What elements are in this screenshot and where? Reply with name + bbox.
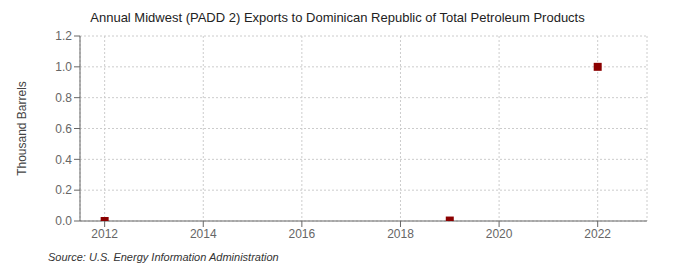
svg-text:0.8: 0.8 xyxy=(55,91,72,105)
svg-text:0.4: 0.4 xyxy=(55,153,72,167)
svg-text:1.2: 1.2 xyxy=(55,29,72,43)
svg-text:1.0: 1.0 xyxy=(55,60,72,74)
svg-text:0.0: 0.0 xyxy=(55,214,72,228)
svg-text:2020: 2020 xyxy=(486,227,513,241)
svg-text:0.6: 0.6 xyxy=(55,122,72,136)
svg-text:2014: 2014 xyxy=(190,227,217,241)
svg-text:Thousand Barrels: Thousand Barrels xyxy=(15,81,29,176)
svg-text:2016: 2016 xyxy=(289,227,316,241)
svg-text:2012: 2012 xyxy=(91,227,118,241)
svg-text:2018: 2018 xyxy=(387,227,414,241)
svg-text:0.2: 0.2 xyxy=(55,183,72,197)
svg-text:2022: 2022 xyxy=(584,227,611,241)
html-text:Annual Midwest (PADD 2) Export: Annual Midwest (PADD 2) Exports to Domin… xyxy=(90,10,585,25)
html-text:Source: U.S. Energy Informatio: Source: U.S. Energy Information Administ… xyxy=(48,251,279,263)
